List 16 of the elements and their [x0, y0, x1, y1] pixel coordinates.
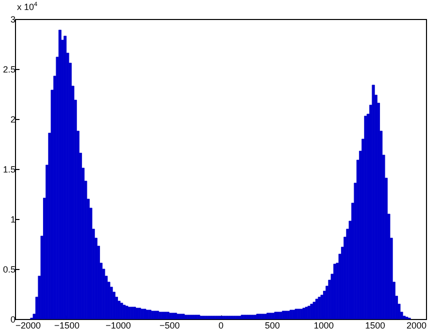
y-tick-label: 2.5 — [2, 64, 16, 74]
x-tick-label: 0 — [218, 320, 224, 330]
x-tick-label: −1000 — [106, 320, 131, 330]
x-tick-label: 2000 — [406, 320, 426, 330]
x-tick-label: 500 — [264, 320, 280, 330]
text: x 10$^{4}$ — [17, 2, 38, 12]
x-tick-label: −2000 — [16, 320, 41, 330]
y-tick-label: 2 — [10, 114, 16, 124]
y-tick-label: 0.5 — [2, 264, 16, 274]
x-tick-label: −500 — [159, 320, 180, 330]
x-tick-label: 1000 — [314, 320, 334, 330]
y-tick-label: 1 — [10, 214, 16, 224]
y-tick-label: 3 — [10, 14, 16, 24]
x-tick-label: −1500 — [54, 320, 80, 330]
x-tick-label: 1500 — [365, 320, 386, 330]
y-tick-label: 1.5 — [2, 164, 16, 174]
